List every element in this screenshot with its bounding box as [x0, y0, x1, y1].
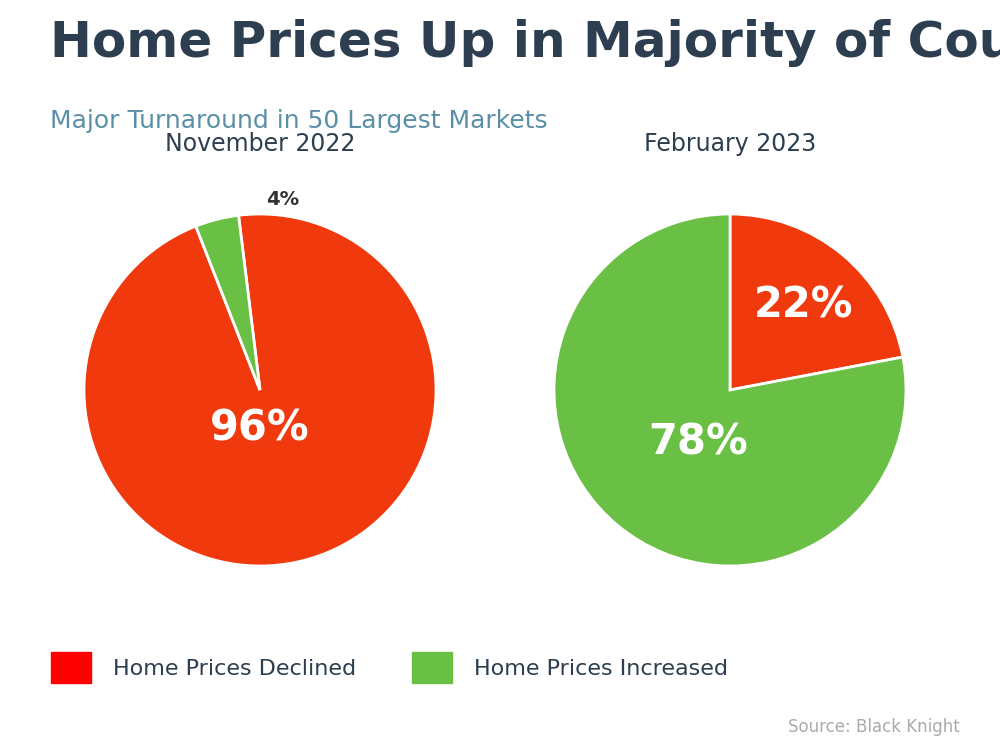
- Text: 78%: 78%: [648, 422, 748, 464]
- Wedge shape: [84, 214, 436, 566]
- Wedge shape: [554, 214, 906, 566]
- Text: Home Prices Up in Majority of Country: Home Prices Up in Majority of Country: [50, 19, 1000, 67]
- Text: 4%: 4%: [266, 190, 299, 209]
- Text: 22%: 22%: [754, 284, 854, 326]
- Wedge shape: [730, 214, 903, 390]
- Wedge shape: [196, 215, 260, 390]
- Text: Major Turnaround in 50 Largest Markets: Major Turnaround in 50 Largest Markets: [50, 110, 548, 134]
- Text: 96%: 96%: [210, 408, 310, 450]
- Title: February 2023: February 2023: [644, 131, 816, 155]
- Legend: Home Prices Declined, Home Prices Increased: Home Prices Declined, Home Prices Increa…: [51, 652, 728, 683]
- Title: November 2022: November 2022: [165, 131, 355, 155]
- Text: Source: Black Knight: Source: Black Knight: [788, 718, 960, 736]
